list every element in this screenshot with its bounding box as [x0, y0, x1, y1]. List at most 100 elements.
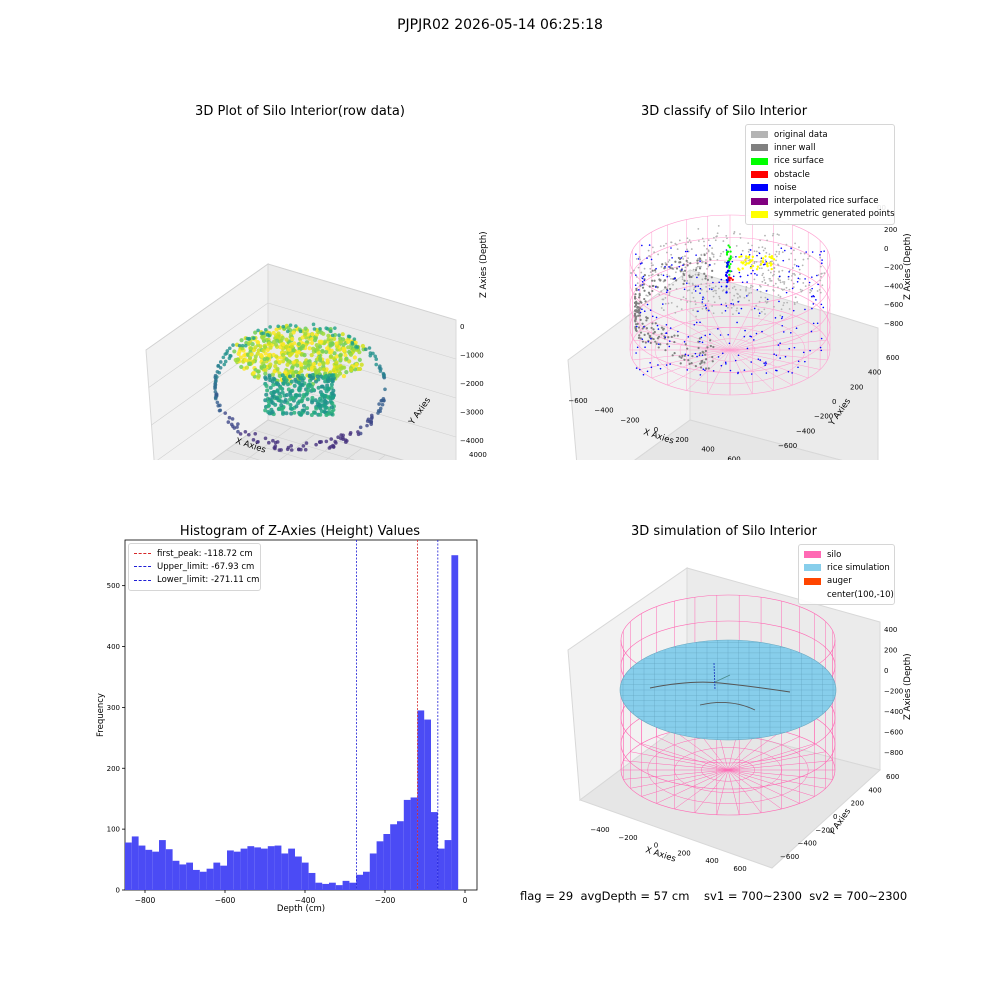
data-point	[653, 279, 656, 282]
data-point	[676, 305, 679, 308]
data-point	[315, 374, 320, 379]
data-point	[696, 276, 698, 279]
legend-item: symmetric generated points	[751, 208, 895, 221]
data-point	[680, 356, 683, 359]
data-point	[733, 231, 736, 233]
data-point	[331, 443, 335, 448]
data-point	[634, 284, 637, 287]
data-point	[648, 285, 651, 288]
data-point	[659, 367, 662, 370]
y-tick-label: 400	[107, 643, 120, 651]
data-point	[634, 323, 638, 326]
data-point	[689, 262, 692, 265]
data-point	[709, 333, 711, 336]
data-point	[775, 250, 778, 253]
data-point	[243, 358, 248, 363]
data-point	[690, 248, 693, 250]
panel4-rice-surface	[619, 639, 837, 741]
data-point	[649, 309, 652, 312]
data-point	[663, 279, 667, 282]
data-point	[368, 353, 373, 358]
data-point	[800, 290, 803, 293]
data-point	[639, 258, 642, 261]
y-tick-label: 0	[832, 398, 836, 406]
data-point	[653, 269, 657, 272]
x-tick-label: −400	[590, 826, 609, 834]
data-point	[250, 342, 255, 347]
data-point	[236, 429, 240, 434]
panel3-histogram: −800 −600 −400 −200 0 0 100 200 300 400 500 Depth…	[96, 539, 478, 914]
data-point	[343, 353, 348, 358]
data-point	[749, 286, 752, 289]
histogram-bar	[227, 850, 234, 890]
data-point	[299, 376, 304, 381]
data-point	[764, 234, 766, 237]
data-point	[286, 445, 291, 450]
data-point	[701, 261, 704, 264]
data-point	[764, 263, 766, 265]
x-tick-label: −800	[135, 896, 156, 905]
data-point	[764, 247, 767, 250]
data-point	[703, 244, 706, 247]
y-tick-label: 200	[107, 765, 120, 773]
data-point	[812, 295, 815, 297]
data-point	[671, 354, 674, 357]
z-tick-label: −800	[884, 320, 903, 328]
data-point	[654, 322, 657, 325]
data-point	[651, 322, 654, 325]
data-point	[311, 361, 317, 367]
data-point	[718, 281, 720, 284]
legend-item: inner wall	[751, 141, 889, 154]
data-point	[636, 322, 639, 325]
data-point	[293, 377, 298, 382]
data-point	[700, 254, 703, 257]
data-point	[281, 411, 286, 416]
data-point	[775, 259, 777, 262]
data-point	[712, 281, 714, 284]
data-point	[282, 399, 287, 404]
data-point	[652, 328, 655, 331]
data-point	[726, 263, 729, 266]
data-point	[641, 277, 644, 280]
data-point	[764, 282, 767, 284]
data-point	[756, 288, 759, 291]
data-point	[714, 289, 716, 292]
data-point	[682, 272, 685, 276]
data-point	[718, 297, 721, 300]
data-point	[745, 288, 747, 291]
data-point	[328, 337, 333, 342]
data-point	[643, 333, 646, 336]
data-point	[764, 364, 766, 366]
data-point	[706, 278, 710, 282]
data-point	[330, 333, 335, 338]
data-point	[291, 330, 296, 335]
data-point	[352, 355, 357, 360]
data-point	[700, 283, 703, 286]
data-point	[729, 250, 732, 253]
data-point	[779, 342, 781, 345]
data-point	[678, 265, 681, 268]
data-point	[681, 256, 684, 258]
data-point	[664, 349, 667, 352]
legend-label: silo	[827, 549, 842, 560]
data-point	[788, 347, 791, 350]
data-point	[330, 379, 335, 384]
data-point	[239, 338, 244, 343]
panel4-x-ticks: −400 −200 0 200 400 600	[590, 826, 746, 873]
data-point	[747, 294, 750, 296]
data-point	[341, 373, 347, 379]
data-point	[637, 326, 641, 329]
data-point	[732, 304, 735, 307]
data-point	[797, 366, 799, 369]
data-point	[768, 255, 771, 259]
data-point	[709, 258, 712, 261]
data-point	[782, 281, 784, 283]
data-point	[657, 364, 659, 366]
histogram-bar	[138, 845, 146, 890]
data-point	[656, 337, 659, 340]
data-point	[635, 253, 637, 256]
data-point	[641, 262, 643, 264]
data-point	[688, 362, 691, 365]
data-point	[327, 373, 332, 378]
data-point	[294, 404, 299, 409]
